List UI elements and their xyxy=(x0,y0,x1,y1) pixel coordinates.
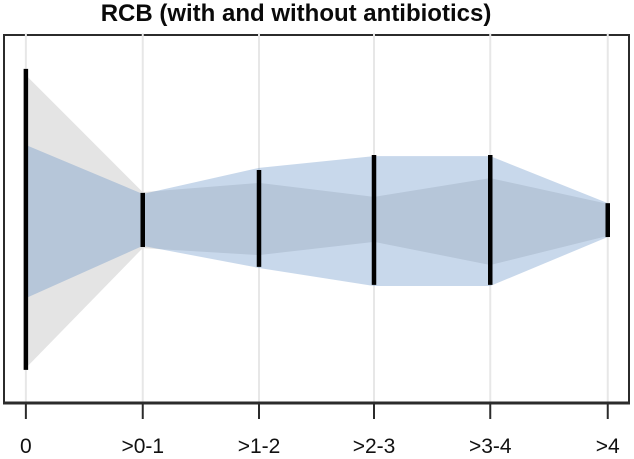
blue-band-area xyxy=(25,145,608,299)
x-tick-label->4: >4 xyxy=(596,435,620,458)
x-tick-label->3-4: >3-4 xyxy=(469,435,512,458)
chart-title: RCB (with and without antibiotics) xyxy=(100,0,492,27)
gray-band-area xyxy=(25,75,608,369)
x-tick-label-0: 0 xyxy=(20,435,32,458)
x-tick-label->0-1: >0-1 xyxy=(121,435,164,458)
x-tick-label->1-2: >1-2 xyxy=(238,435,281,458)
x-tick-label->2-3: >2-3 xyxy=(353,435,396,458)
